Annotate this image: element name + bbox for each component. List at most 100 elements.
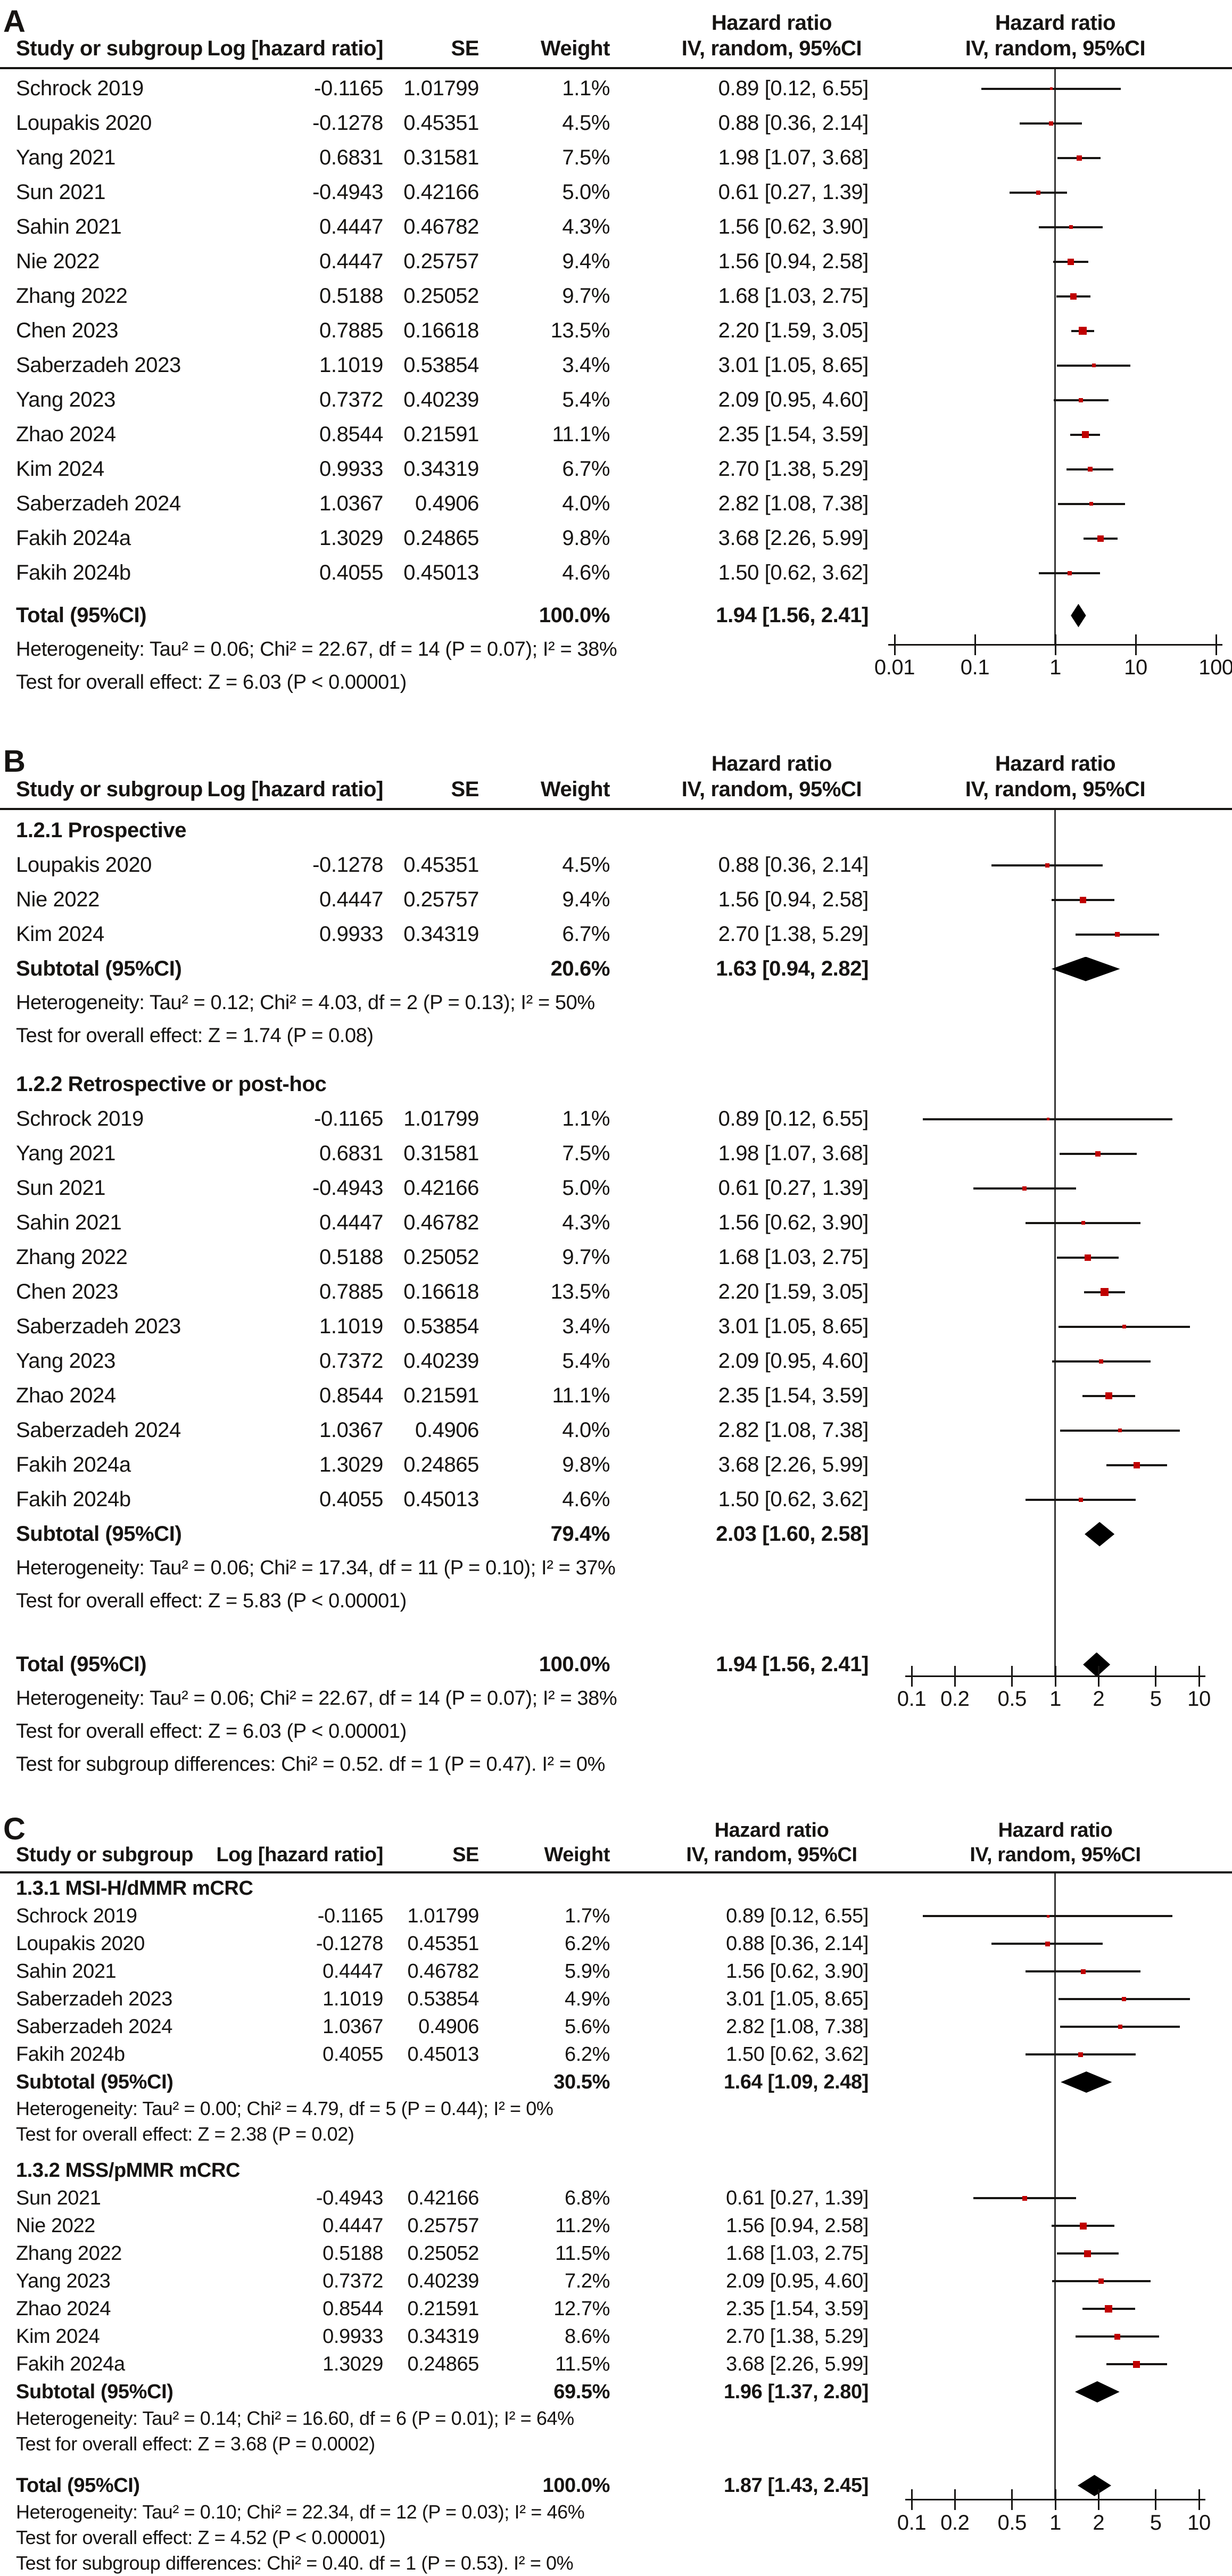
hr-ci-value: 3.01 [1.05, 8.65] [718,353,869,377]
loghr-value: -0.4943 [316,2187,383,2209]
study-name: Loupakis 2020 [16,853,152,877]
subtotal-label: Subtotal (95%CI) [16,2071,173,2093]
point-marker [1084,1254,1091,1261]
se-value: 0.4906 [415,492,479,515]
point-marker [1092,364,1096,367]
axis-tick [954,1666,956,1687]
se-value: 0.4906 [415,1418,479,1442]
point-marker [1045,1941,1050,1946]
hr-ci-value: 1.68 [1.03, 2.75] [718,1245,869,1269]
se-value: 0.24865 [407,2353,479,2375]
hr-ci-value: 3.68 [2.26, 5.99] [726,2353,869,2375]
point-marker [1118,1429,1122,1432]
axis-tick [1054,1666,1056,1687]
study-name: Nie 2022 [16,250,100,273]
axis-tick-label: 10 [1187,1687,1211,1711]
hr-ci-value: 0.88 [0.36, 2.14] [718,853,869,877]
hr-ci-value: 3.01 [1.05, 8.65] [726,1988,869,2010]
loghr-value: 0.4447 [319,1211,383,1234]
axis-tick [1054,634,1056,655]
axis-tick [1097,2489,1099,2510]
weight-value: 9.7% [562,284,610,308]
axis-tick [954,2489,956,2510]
col-header-se: SE [452,1844,479,1866]
study-name: Kim 2024 [16,457,104,481]
loghr-value: 0.6831 [319,1142,383,1165]
axis-tick [1135,634,1137,655]
se-value: 0.21591 [407,2298,479,2320]
loghr-value: -0.1165 [317,1905,384,1927]
hr-ci-value: 2.82 [1.08, 7.38] [726,2016,869,2038]
section-header: 1.3.2 MSS/pMMR mCRC [16,2159,241,2182]
weight-value: 4.3% [562,215,610,238]
total-label: Total (95%CI) [16,2474,140,2497]
col-header-weight: Weight [540,37,610,60]
axis-tick-label: 1 [1049,656,1061,679]
hr-ci-value: 2.35 [1.54, 3.59] [726,2298,869,2320]
point-marker [1078,2052,1084,2057]
stats-footnote: Heterogeneity: Tau² = 0.06; Chi² = 17.34… [16,1557,616,1579]
axis-tick-label: 5 [1150,1687,1162,1711]
hr-ci-value: 2.09 [0.95, 4.60] [718,1349,869,1373]
weight-value: 4.6% [562,561,610,584]
point-marker [1095,1151,1101,1157]
weight-value: 5.6% [564,2016,610,2038]
study-name: Saberzadeh 2023 [16,1988,173,2010]
study-name: Yang 2023 [16,2270,111,2292]
col-header-se: SE [451,778,479,801]
hr-ci-value: 3.68 [2.26, 5.99] [718,526,869,550]
col-header-study: Study or subgroup [16,1844,194,1866]
study-name: Zhao 2024 [16,2298,111,2320]
weight-value: 6.8% [564,2187,610,2209]
col-header-iv-ci: IV, random, 95%CI [686,1844,857,1866]
axis-tick [1198,1666,1200,1687]
weight-value: 13.5% [550,319,610,342]
weight-value: 3.4% [562,1315,610,1338]
weight-value: 5.9% [564,1960,610,1983]
study-name: Kim 2024 [16,2325,100,2348]
col-header-plot-hazard-ratio: Hazard ratio [998,1819,1113,1842]
se-value: 0.16618 [403,319,479,342]
study-name: Sun 2021 [16,180,106,204]
se-value: 0.46782 [403,215,479,238]
loghr-value: 1.1019 [323,1988,383,2010]
hr-ci-value: 1.98 [1.07, 3.68] [718,146,869,169]
loghr-value: 0.8544 [319,1384,383,1407]
se-value: 0.53854 [403,353,479,377]
se-value: 0.25757 [407,2215,479,2237]
stats-footnote: Test for subgroup differences: Chi² = 0.… [16,1753,606,1776]
stats-footnote: Test for overall effect: Z = 4.52 (P < 0… [16,2527,386,2548]
loghr-value: 1.1019 [319,353,383,377]
se-value: 0.4906 [418,2016,479,2038]
point-marker [1079,398,1084,402]
se-value: 0.40239 [403,388,479,411]
point-marker [1070,293,1077,300]
stats-footnote: Heterogeneity: Tau² = 0.00; Chi² = 4.79,… [16,2098,553,2119]
total-weight: 100.0% [539,604,610,627]
se-value: 0.45013 [403,1488,479,1511]
hr-ci-value: 1.68 [1.03, 2.75] [718,284,869,308]
weight-value: 11.2% [555,2215,610,2237]
point-marker [1122,1997,1127,2001]
subtotal-diamond [1051,956,1120,981]
point-marker [1114,932,1120,937]
total-hr-ci: 1.94 [1.56, 2.41] [716,1653,869,1676]
study-name: Fakih 2024b [16,561,131,584]
axis-tick-label: 0.1 [897,2511,927,2534]
hr-ci-value: 1.98 [1.07, 3.68] [718,1142,869,1165]
weight-value: 5.4% [562,1349,610,1373]
loghr-value: 0.5188 [319,284,383,308]
weight-value: 4.3% [562,1211,610,1234]
study-name: Chen 2023 [16,319,119,342]
subtotal-weight: 69.5% [553,2381,610,2403]
study-name: Nie 2022 [16,888,100,911]
stats-footnote: Test for subgroup differences: Chi² = 0.… [16,2552,574,2574]
point-marker [1046,1118,1049,1120]
hr-ci-value: 1.56 [0.62, 3.90] [718,215,869,238]
axis-tick-label: 0.1 [897,1687,927,1711]
col-header-weight: Weight [540,778,610,801]
loghr-value: 0.7372 [319,388,383,411]
hr-ci-value: 2.20 [1.59, 3.05] [718,1280,869,1303]
se-value: 0.45351 [403,111,479,135]
axis-tick-label: 1 [1049,1687,1061,1711]
